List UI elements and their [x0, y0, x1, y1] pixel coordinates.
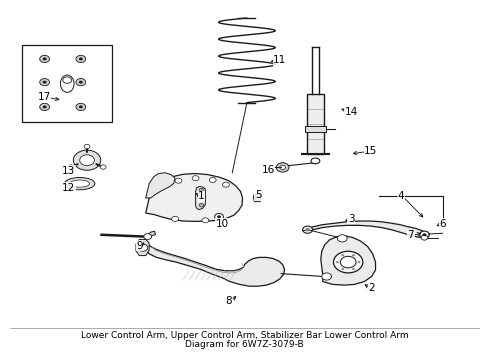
- Circle shape: [199, 203, 203, 207]
- Circle shape: [79, 105, 82, 108]
- Circle shape: [222, 182, 229, 187]
- Circle shape: [351, 254, 354, 256]
- Circle shape: [279, 165, 285, 170]
- Text: 14: 14: [344, 107, 357, 117]
- Text: 11: 11: [272, 55, 286, 66]
- Text: 7: 7: [407, 230, 413, 240]
- Polygon shape: [306, 221, 425, 238]
- Circle shape: [341, 268, 344, 270]
- Circle shape: [337, 235, 346, 242]
- Circle shape: [42, 105, 46, 108]
- Text: 6: 6: [438, 219, 445, 229]
- Circle shape: [422, 233, 426, 236]
- Text: 2: 2: [367, 283, 374, 293]
- Text: 17: 17: [37, 92, 51, 102]
- Ellipse shape: [61, 75, 74, 92]
- Text: 8: 8: [225, 296, 232, 306]
- Circle shape: [175, 178, 182, 183]
- Circle shape: [76, 55, 85, 63]
- Text: 16: 16: [261, 165, 274, 175]
- Circle shape: [62, 77, 71, 83]
- Circle shape: [40, 78, 49, 86]
- Circle shape: [419, 231, 428, 238]
- Circle shape: [192, 176, 199, 181]
- Circle shape: [340, 256, 355, 268]
- Circle shape: [202, 218, 208, 223]
- Text: 13: 13: [61, 166, 75, 176]
- Bar: [22, 45, 112, 122]
- Circle shape: [420, 235, 427, 240]
- Bar: [306, 94, 324, 154]
- Polygon shape: [195, 186, 205, 210]
- Polygon shape: [320, 236, 375, 285]
- Circle shape: [84, 144, 90, 149]
- Polygon shape: [253, 194, 261, 202]
- Text: 15: 15: [363, 146, 377, 156]
- Polygon shape: [145, 231, 155, 237]
- Circle shape: [100, 165, 106, 169]
- Circle shape: [305, 228, 309, 231]
- Polygon shape: [145, 173, 175, 198]
- Circle shape: [143, 234, 151, 239]
- Text: Lower Control Arm, Upper Control Arm, Stabilizer Bar Lower Control Arm: Lower Control Arm, Upper Control Arm, St…: [81, 331, 407, 340]
- Circle shape: [335, 261, 338, 263]
- Circle shape: [199, 194, 203, 198]
- Ellipse shape: [64, 177, 95, 190]
- Circle shape: [199, 188, 203, 192]
- Circle shape: [341, 254, 344, 256]
- Text: 4: 4: [397, 191, 404, 201]
- Text: 1: 1: [198, 191, 204, 201]
- Circle shape: [351, 268, 354, 270]
- Circle shape: [76, 103, 85, 111]
- Circle shape: [79, 81, 82, 84]
- Ellipse shape: [310, 158, 319, 164]
- Circle shape: [276, 163, 288, 172]
- Circle shape: [217, 215, 221, 218]
- Circle shape: [42, 58, 46, 60]
- Text: 9: 9: [136, 240, 142, 251]
- Circle shape: [171, 216, 178, 221]
- Polygon shape: [145, 174, 242, 221]
- Text: 10: 10: [216, 219, 228, 229]
- Text: 3: 3: [347, 214, 354, 224]
- Circle shape: [73, 150, 101, 170]
- Circle shape: [68, 165, 74, 169]
- Circle shape: [321, 273, 331, 280]
- Polygon shape: [144, 243, 284, 286]
- Circle shape: [79, 58, 82, 60]
- Circle shape: [40, 55, 49, 63]
- Ellipse shape: [70, 180, 89, 187]
- Circle shape: [302, 226, 312, 233]
- Text: 5: 5: [254, 190, 261, 200]
- Circle shape: [42, 81, 46, 84]
- Text: 12: 12: [61, 183, 75, 193]
- Circle shape: [357, 261, 360, 263]
- Polygon shape: [136, 239, 149, 256]
- Circle shape: [80, 155, 94, 166]
- Circle shape: [209, 177, 216, 183]
- Circle shape: [214, 213, 223, 220]
- Circle shape: [76, 78, 85, 86]
- Circle shape: [138, 244, 147, 251]
- Text: Diagram for 6W7Z-3079-B: Diagram for 6W7Z-3079-B: [185, 341, 303, 349]
- Circle shape: [40, 103, 49, 111]
- Bar: [305, 126, 325, 132]
- Circle shape: [254, 196, 260, 200]
- Circle shape: [333, 251, 362, 273]
